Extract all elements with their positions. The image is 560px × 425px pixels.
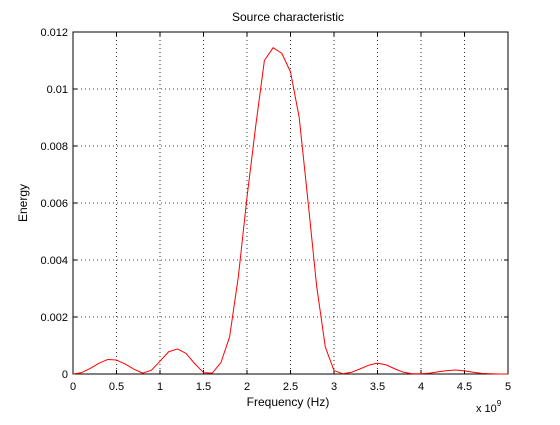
plot-area — [73, 32, 508, 374]
ticks — [72, 31, 509, 375]
x-tick-label: 2 — [244, 381, 250, 393]
x-tick-label: 1 — [157, 381, 163, 393]
y-tick-label: 0 — [62, 369, 68, 381]
x-tick-labels: 0 0.5 1 1.5 2 2.5 3 3.5 4 4.5 5 — [70, 381, 511, 393]
y-axis-label: Energy — [16, 184, 30, 222]
x-tick-label: 1.5 — [196, 381, 211, 393]
x-tick-label: 5 — [505, 381, 511, 393]
plot-frame — [72, 31, 509, 375]
y-tick-label: 0.002 — [40, 312, 68, 324]
y-tick-label: 0.006 — [40, 198, 68, 210]
x-exponent-base: x 10 — [476, 403, 497, 415]
x-tick-label: 2.5 — [283, 381, 298, 393]
x-exponent-power: 9 — [497, 399, 502, 408]
x-tick-label: 3.5 — [370, 381, 385, 393]
x-tick-label: 0 — [70, 381, 76, 393]
y-tick-label: 0.01 — [47, 84, 68, 96]
y-tick-labels: 0 0.002 0.004 0.006 0.008 0.01 0.012 — [40, 27, 68, 381]
x-tick-label: 3 — [331, 381, 337, 393]
y-tick-label: 0.004 — [40, 255, 68, 267]
y-tick-label: 0.008 — [40, 141, 68, 153]
series-line — [72, 47, 508, 375]
x-tick-label: 4.5 — [457, 381, 472, 393]
x-tick-label: 0.5 — [109, 381, 124, 393]
x-tick-label: 4 — [418, 381, 424, 393]
grid — [73, 32, 508, 374]
y-tick-label: 0.012 — [40, 27, 68, 39]
chart-title: Source characteristic — [232, 10, 344, 24]
series-layer — [72, 47, 508, 375]
x-axis-label: Frequency (Hz) — [247, 395, 330, 409]
x-exponent-label: x 109 — [476, 399, 502, 415]
